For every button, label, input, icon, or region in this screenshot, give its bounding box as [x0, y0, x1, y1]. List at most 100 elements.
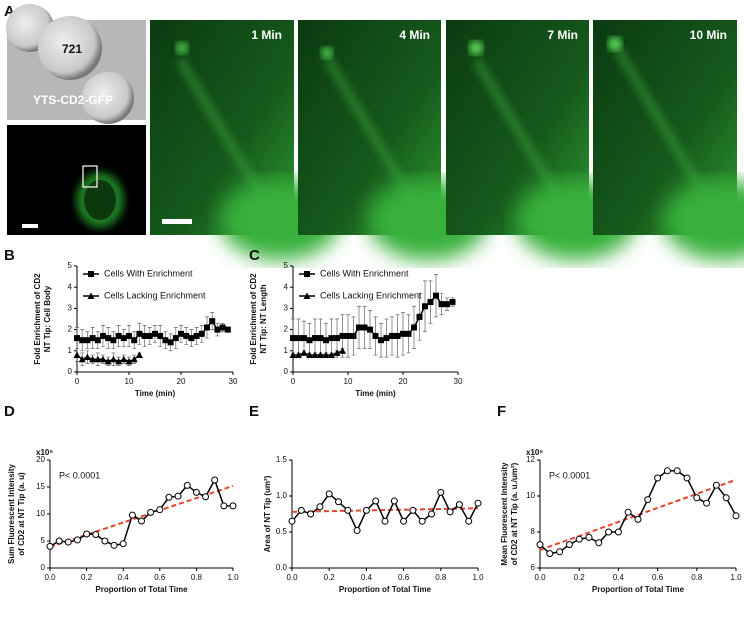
legend-label: Cells With Enrichment [320, 268, 409, 278]
data-point [339, 347, 346, 354]
x-axis-label: Proportion of Total Time [95, 585, 188, 594]
data-point [152, 330, 158, 337]
y-tick-label: 0 [41, 563, 46, 572]
y-axis-label: Fold Enrichment of CD2 [249, 273, 258, 365]
y-tick-label: 2 [68, 325, 73, 334]
x-axis-label: Time (min) [135, 389, 176, 398]
data-point [214, 326, 221, 333]
data-point [565, 541, 573, 549]
data-point [712, 481, 720, 489]
y-axis-label: Fold Enrichment of CD2 [33, 273, 42, 365]
y-tick-label: 0 [284, 367, 289, 376]
data-point [128, 511, 136, 519]
x-tick-label: 0.6 [398, 573, 410, 582]
data-point [389, 332, 395, 339]
data-point [411, 324, 417, 331]
data-point [83, 530, 91, 538]
y-tick-label: 10 [526, 491, 535, 500]
data-point [317, 351, 324, 359]
data-point [229, 502, 237, 510]
data-point [156, 506, 164, 514]
data-point [130, 355, 138, 363]
data-point [390, 497, 398, 505]
timepoint-label: 4 Min [399, 28, 430, 42]
data-point [409, 506, 417, 514]
data-point [162, 337, 169, 344]
x-axis-label: Time (min) [355, 389, 396, 398]
data-point [367, 326, 373, 333]
data-point [437, 488, 445, 496]
timepoint-label: 10 Min [690, 28, 727, 42]
data-point [174, 492, 182, 500]
data-point [183, 481, 191, 489]
data-point [422, 303, 428, 310]
axis-multiplier: x10⁵ [526, 448, 543, 457]
legend-marker [88, 271, 94, 277]
data-point [89, 335, 96, 342]
y-tick-label: 1 [68, 346, 73, 355]
data-point [418, 517, 426, 525]
x-tick-label: 0.4 [613, 573, 625, 582]
cell-label: 721 [62, 42, 82, 56]
x-tick-label: 10 [344, 377, 353, 386]
data-point [74, 335, 80, 342]
data-point [126, 332, 132, 339]
y-tick-label: 8 [531, 527, 536, 536]
data-point [595, 539, 603, 547]
x-tick-label: 0.8 [191, 573, 203, 582]
data-point [536, 541, 544, 549]
data-point [94, 337, 101, 344]
data-point [192, 488, 200, 496]
panel-label: C [249, 247, 260, 264]
x-tick-label: 0.2 [574, 573, 586, 582]
data-point [372, 497, 380, 505]
data-point [219, 324, 226, 331]
data-point [78, 355, 86, 363]
legend-marker [87, 292, 95, 299]
y-axis-label: of CD2 at NT Tip (a. u./um²) [510, 462, 519, 565]
legend-marker [303, 292, 311, 299]
data-point [115, 357, 123, 365]
data-point [350, 332, 357, 339]
data-point [334, 335, 340, 342]
y-tick-label: 6 [531, 563, 536, 572]
data-point [188, 335, 195, 342]
y-tick-label: 0.0 [276, 563, 288, 572]
data-point [89, 355, 97, 363]
data-point [104, 357, 112, 365]
x-tick-label: 0.0 [286, 573, 298, 582]
x-tick-label: 30 [229, 377, 238, 386]
fluorescence-image [7, 125, 146, 235]
y-tick-label: 1.0 [276, 491, 288, 500]
y-tick-label: 4 [284, 282, 289, 291]
data-point [101, 537, 109, 545]
data-point [693, 494, 701, 502]
data-point [335, 498, 342, 506]
data-point [178, 330, 184, 337]
data-point [356, 324, 362, 331]
x-tick-label: 1.0 [730, 573, 742, 582]
annotation: P< 0.0001 [549, 470, 590, 480]
y-tick-label: 2 [284, 325, 289, 334]
data-point [183, 332, 190, 339]
series-line [293, 350, 343, 356]
data-point [193, 332, 200, 339]
y-axis-label: Area of NT Tip (um²) [263, 475, 272, 552]
data-point [141, 332, 148, 339]
data-point [378, 337, 384, 344]
data-point [172, 335, 179, 342]
data-point [605, 528, 613, 536]
data-point [556, 548, 564, 556]
data-point [73, 536, 81, 544]
data-point [288, 517, 296, 525]
data-point [289, 351, 297, 359]
data-point [362, 506, 370, 514]
data-point [325, 490, 333, 498]
y-axis-label: Mean Fluorescent Intensity [500, 462, 509, 566]
y-tick-label: 5 [284, 261, 289, 270]
data-point [644, 496, 652, 504]
brightfield-image [6, 4, 146, 124]
x-tick-label: 0.8 [691, 573, 703, 582]
data-point [109, 355, 117, 363]
data-point [465, 517, 473, 525]
